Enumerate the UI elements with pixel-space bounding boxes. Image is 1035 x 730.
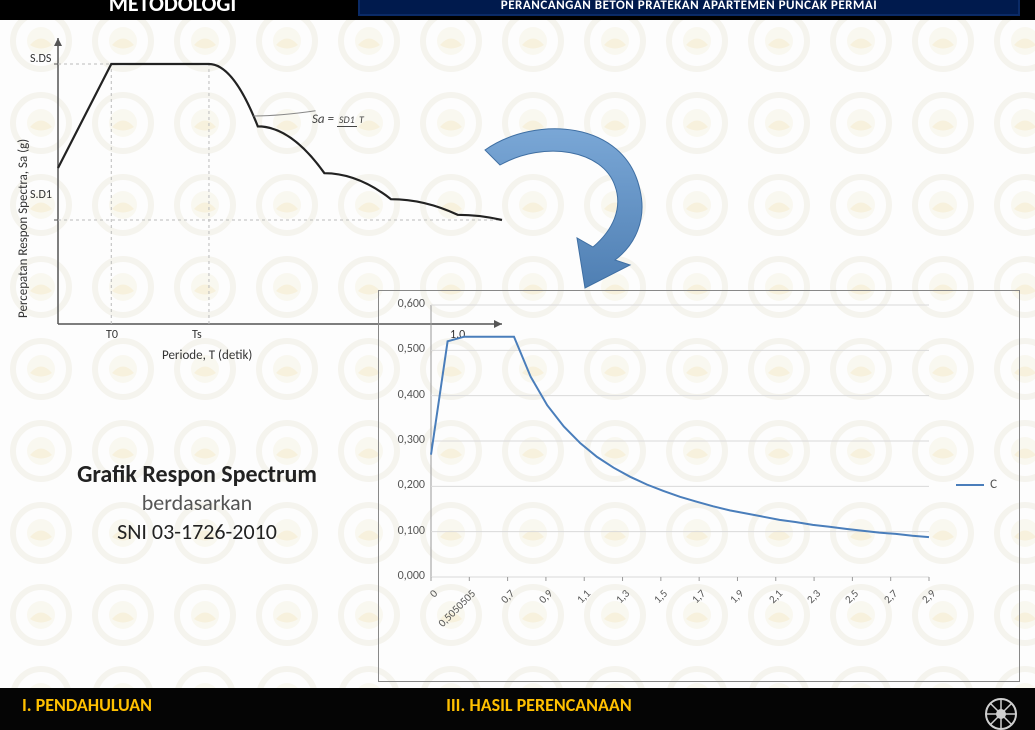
title-banner: PERANCANGAN BETON PRATEKAN APARTEMEN PUN… bbox=[358, 0, 1020, 16]
title-banner-label: PERANCANGAN BETON PRATEKAN APARTEMEN PUN… bbox=[501, 0, 877, 13]
response-spectrum-chart: C 0,0000,1000,2000,3000,4000,5000,60000,… bbox=[378, 290, 1020, 682]
caption-line2: berdasarkan bbox=[32, 489, 362, 516]
legend-label: C bbox=[990, 477, 997, 492]
institution-logo bbox=[969, 690, 1025, 730]
chart-ytick: 0,000 bbox=[381, 569, 425, 583]
chart-ytick: 0,500 bbox=[381, 342, 425, 356]
legend-swatch bbox=[956, 484, 984, 486]
formula-lhs: Sa = bbox=[312, 112, 334, 127]
section-tab-label: METODOLOGI bbox=[109, 0, 237, 17]
chart-ytick: 0,300 bbox=[381, 433, 425, 447]
formula-numer: SD1 bbox=[337, 113, 357, 127]
chart-ytick: 0,400 bbox=[381, 388, 425, 402]
caption: Grafik Respon Spectrum berdasarkan SNI 0… bbox=[32, 460, 362, 545]
schematic-xtick-t0: T0 bbox=[106, 328, 118, 342]
caption-line1: Grafik Respon Spectrum bbox=[32, 460, 362, 489]
schematic-ytick-sds: S.DS bbox=[30, 52, 51, 66]
schematic-formula: Sa = SD1 T bbox=[312, 112, 364, 127]
footer-left: I. PENDAHULUAN bbox=[22, 694, 442, 716]
schematic-xtick-ts: Ts bbox=[192, 328, 202, 342]
footer-bar: I. PENDAHULUAN III. HASIL PERENCANAAN bbox=[0, 688, 1035, 730]
schematic-y-axis-label: Percepatan Respon Spectra, Sa (g) bbox=[16, 139, 31, 318]
schematic-ytick-sd1: S.D1 bbox=[30, 188, 52, 202]
curved-arrow bbox=[465, 110, 685, 300]
caption-line3: SNI 03-1726-2010 bbox=[32, 518, 362, 545]
formula-denom: T bbox=[359, 113, 364, 126]
footer-right: III. HASIL PERENCANAAN bbox=[446, 694, 632, 716]
section-tab: METODOLOGI bbox=[0, 0, 345, 20]
chart-legend: C bbox=[956, 477, 997, 492]
chart-ytick: 0,100 bbox=[381, 524, 425, 538]
chart-ytick: 0,200 bbox=[381, 478, 425, 492]
chart-ytick: 0,600 bbox=[381, 297, 425, 311]
schematic-x-axis-label: Periode, T (detik) bbox=[162, 348, 252, 363]
